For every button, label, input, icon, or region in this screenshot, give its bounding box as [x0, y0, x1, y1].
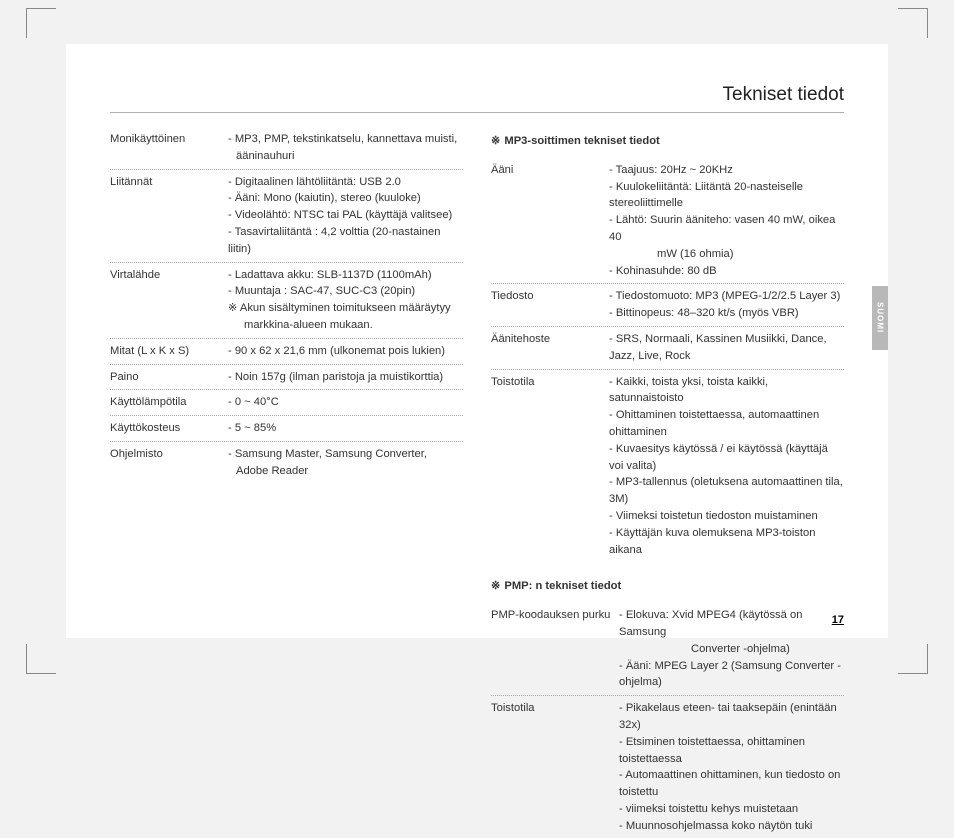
spec-label: Tiedosto [491, 288, 609, 322]
crop-mark-tl [26, 8, 56, 38]
spec-label: Käyttölämpötila [110, 394, 228, 411]
spec-label: Mitat (L x K x S) [110, 343, 228, 360]
spec-value-line: Adobe Reader [228, 463, 463, 480]
spec-row: Mitat (L x K x S)- 90 x 62 x 21,6 mm (ul… [110, 339, 463, 365]
page-container: Tekniset tiedot Monikäyttöinen- MP3, PMP… [66, 44, 888, 638]
spec-value-line: - Samsung Master, Samsung Converter, [228, 446, 463, 463]
spec-label: Toistotila [491, 374, 609, 559]
crop-mark-bl [26, 644, 56, 674]
spec-value-line: - Bittinopeus: 48–320 kt/s (myös VBR) [609, 305, 844, 322]
spec-value: - Tiedostomuoto: MP3 (MPEG-1/2/2.5 Layer… [609, 288, 844, 322]
section-pmp-label: PMP: n tekniset tiedot [504, 578, 621, 595]
spec-label: Liitännät [110, 174, 228, 258]
spec-value: - Elokuva: Xvid MPEG4 (käytössä on Samsu… [619, 607, 844, 691]
spec-value-line: - MP3, PMP, tekstinkatselu, kannettava m… [228, 131, 463, 148]
spec-value-line: - Taajuus: 20Hz ~ 20KHz [609, 162, 844, 179]
spec-value-line: - Lähtö: Suurin ääniteho: vasen 40 mW, o… [609, 212, 844, 246]
spec-value: - SRS, Normaali, Kassinen Musiikki, Danc… [609, 331, 844, 365]
spec-value-line: - viimeksi toistettu kehys muistetaan [619, 801, 844, 818]
spec-value-line: - Etsiminen toistettaessa, ohittaminen t… [619, 734, 844, 768]
spec-value-line: - Kuulokeliitäntä: Liitäntä 20-nasteisel… [609, 179, 844, 213]
page-title: Tekniset tiedot [110, 84, 844, 113]
reference-mark-icon: ※ [491, 578, 500, 595]
spec-label: Ohjelmisto [110, 446, 228, 480]
spec-value-line: - Ääni: MPEG Layer 2 (Samsung Converter … [619, 658, 844, 692]
spec-value-line: - Kaikki, toista yksi, toista kaikki, sa… [609, 374, 844, 408]
spec-label: PMP-koodauksen purku [491, 607, 619, 691]
spec-value: - Digitaalinen lähtöliitäntä: USB 2.0- Ä… [228, 174, 463, 258]
right-column: ※ MP3-soittimen tekniset tiedot Ääni- Ta… [491, 127, 844, 838]
section-mp3-heading: ※ MP3-soittimen tekniset tiedot [491, 133, 844, 150]
spec-value-line: - Digitaalinen lähtöliitäntä: USB 2.0 [228, 174, 463, 191]
spec-value-line: - Kuvaesitys käytössä / ei käytössä (käy… [609, 441, 844, 475]
spec-value: - Samsung Master, Samsung Converter,Adob… [228, 446, 463, 480]
spec-label: Toistotila [491, 700, 619, 834]
spec-value-line: ääninauhuri [228, 148, 463, 165]
spec-value: - Noin 157g (ilman paristoja ja muistiko… [228, 369, 463, 386]
spec-value-line: - Automaattinen ohittaminen, kun tiedost… [619, 767, 844, 801]
spec-label: Käyttökosteus [110, 420, 228, 437]
spec-row: Käyttökosteus- 5 ~ 85% [110, 416, 463, 442]
section-mp3-label: MP3-soittimen tekniset tiedot [504, 133, 659, 150]
spec-value-line: - Ääni: Mono (kaiutin), stereo (kuuloke) [228, 190, 463, 207]
mp3-spec-block: Ääni- Taajuus: 20Hz ~ 20KHz- Kuulokeliit… [491, 158, 844, 563]
spec-value-line: - 90 x 62 x 21,6 mm (ulkonemat pois luki… [228, 343, 463, 360]
spec-row: Käyttölämpötila- 0 ~ 40°C [110, 390, 463, 416]
spec-value-line: ※ Akun sisältyminen toimitukseen määräyt… [228, 300, 463, 317]
spec-value-line: - 5 ~ 85% [228, 420, 463, 437]
spec-label: Paino [110, 369, 228, 386]
spec-value: - Pikakelaus eteen- tai taaksepäin (enin… [619, 700, 844, 834]
spec-value-line: - 0 ~ 40°C [228, 394, 463, 411]
spec-value: - 90 x 62 x 21,6 mm (ulkonemat pois luki… [228, 343, 463, 360]
spec-value-line: - Tasavirtaliitäntä : 4,2 volttia (20-na… [228, 224, 463, 258]
spec-value: - Taajuus: 20Hz ~ 20KHz- Kuulokeliitäntä… [609, 162, 844, 280]
spec-value-line: - Tiedostomuoto: MP3 (MPEG-1/2/2.5 Layer… [609, 288, 844, 305]
language-tab: SUOMI [872, 286, 888, 350]
pmp-spec-block: PMP-koodauksen purku- Elokuva: Xvid MPEG… [491, 603, 844, 838]
spec-row: Toistotila- Pikakelaus eteen- tai taakse… [491, 696, 844, 838]
spec-value-line: - Ohittaminen toistettaessa, automaattin… [609, 407, 844, 441]
spec-value: - Ladattava akku: SLB-1137D (1100mAh)- M… [228, 267, 463, 334]
spec-value-line: markkina-alueen mukaan. [228, 317, 463, 334]
spec-value-line: - Ladattava akku: SLB-1137D (1100mAh) [228, 267, 463, 284]
spec-value-line: - Noin 157g (ilman paristoja ja muistiko… [228, 369, 463, 386]
spec-row: Virtalähde- Ladattava akku: SLB-1137D (1… [110, 263, 463, 339]
section-pmp-heading: ※ PMP: n tekniset tiedot [491, 578, 844, 595]
spec-value-line: - Käyttäjän kuva olemuksena MP3-toiston … [609, 525, 844, 559]
spec-value-line: mW (16 ohmia) [609, 246, 844, 263]
spec-value: - Kaikki, toista yksi, toista kaikki, sa… [609, 374, 844, 559]
spec-value-line: - Elokuva: Xvid MPEG4 (käytössä on Samsu… [619, 607, 844, 641]
columns-wrapper: Monikäyttöinen- MP3, PMP, tekstinkatselu… [110, 127, 844, 838]
spec-value-line: - Pikakelaus eteen- tai taaksepäin (enin… [619, 700, 844, 734]
spec-label: Ääni [491, 162, 609, 280]
spec-row: Äänitehoste- SRS, Normaali, Kassinen Mus… [491, 327, 844, 370]
crop-mark-tr [898, 8, 928, 38]
spec-row: Ohjelmisto- Samsung Master, Samsung Conv… [110, 442, 463, 484]
spec-row: Ääni- Taajuus: 20Hz ~ 20KHz- Kuulokeliit… [491, 158, 844, 285]
spec-value: - 0 ~ 40°C [228, 394, 463, 411]
spec-value-line: Converter -ohjelma) [619, 641, 844, 658]
spec-value-line: - MP3-tallennus (oletuksena automaattine… [609, 474, 844, 508]
spec-value: - 5 ~ 85% [228, 420, 463, 437]
spec-value-line: - Muuntaja : SAC-47, SUC-C3 (20pin) [228, 283, 463, 300]
spec-value-line: - SRS, Normaali, Kassinen Musiikki, Danc… [609, 331, 844, 365]
spec-row: PMP-koodauksen purku- Elokuva: Xvid MPEG… [491, 603, 844, 696]
spec-row: Toistotila- Kaikki, toista yksi, toista … [491, 370, 844, 563]
spec-value-line: - Kohinasuhde: 80 dB [609, 263, 844, 280]
spec-value: - MP3, PMP, tekstinkatselu, kannettava m… [228, 131, 463, 165]
spec-label: Äänitehoste [491, 331, 609, 365]
spec-value-line: - Viimeksi toistetun tiedoston muistamin… [609, 508, 844, 525]
spec-label: Monikäyttöinen [110, 131, 228, 165]
crop-mark-br [898, 644, 928, 674]
spec-row: Monikäyttöinen- MP3, PMP, tekstinkatselu… [110, 127, 463, 170]
left-column: Monikäyttöinen- MP3, PMP, tekstinkatselu… [110, 127, 463, 838]
spec-value-line: - Muunnosohjelmassa koko näytön tuki [619, 818, 844, 835]
spec-row: Tiedosto- Tiedostomuoto: MP3 (MPEG-1/2/2… [491, 284, 844, 327]
spec-label: Virtalähde [110, 267, 228, 334]
spec-row: Paino- Noin 157g (ilman paristoja ja mui… [110, 365, 463, 391]
spec-row: Liitännät- Digitaalinen lähtöliitäntä: U… [110, 170, 463, 263]
page-number: 17 [832, 614, 844, 626]
reference-mark-icon: ※ [491, 133, 500, 150]
spec-value-line: - Videolähtö: NTSC tai PAL (käyttäjä val… [228, 207, 463, 224]
